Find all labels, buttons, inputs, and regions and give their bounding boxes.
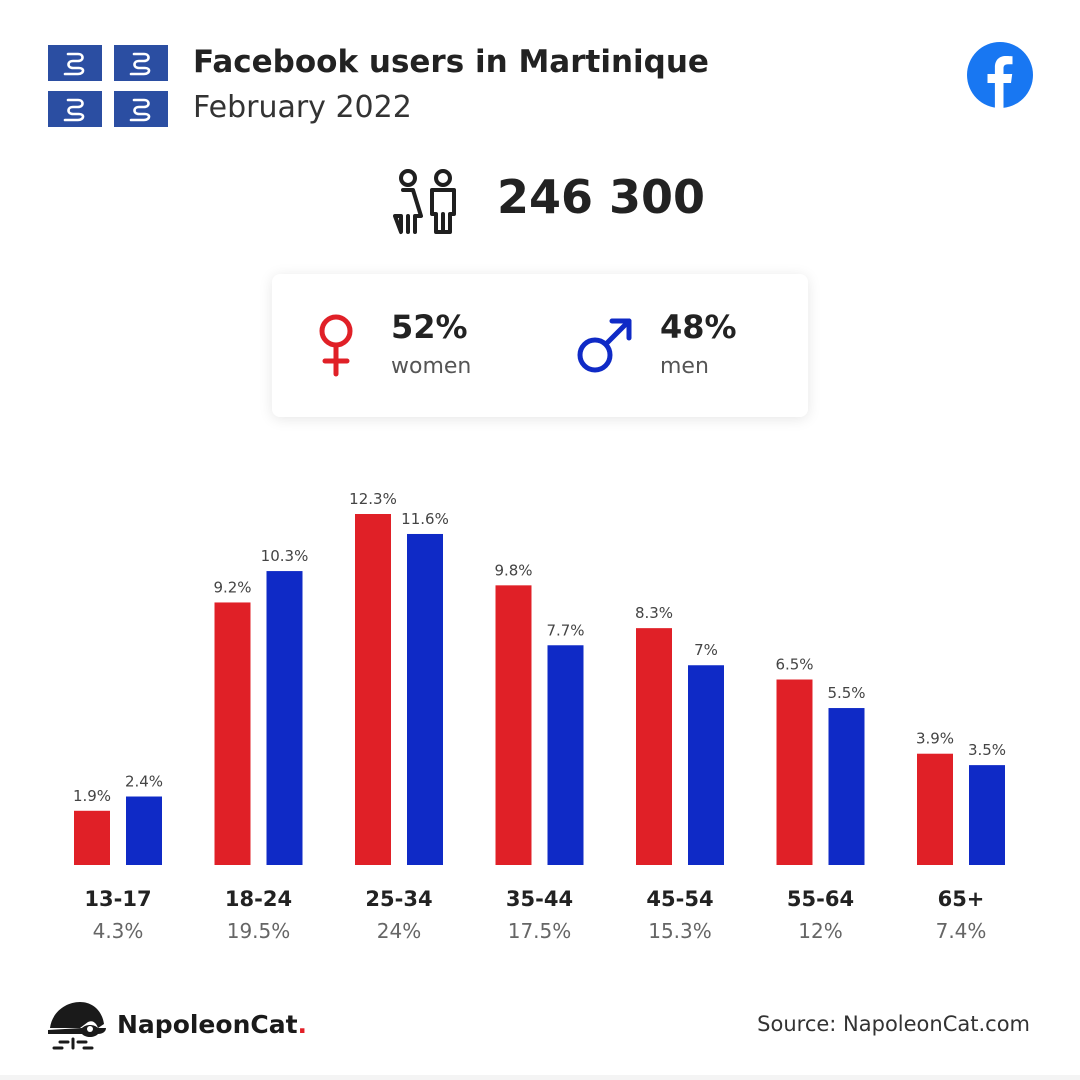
category-total: 17.5% — [508, 919, 572, 943]
data-label: 3.5% — [968, 741, 1006, 759]
bar-45-54-series-2 — [688, 665, 724, 865]
category-total: 15.3% — [648, 919, 712, 943]
bar-18-24-series-2 — [266, 571, 303, 865]
category-total: 7.4% — [936, 919, 987, 943]
men-percent: 48% — [660, 308, 737, 346]
bar-25-34-series-1 — [355, 514, 391, 865]
category-label: 35-44 — [506, 887, 573, 911]
bar-45-54-series-1 — [636, 628, 672, 865]
male-icon — [577, 318, 632, 373]
brand-name: NapoleonCat. — [117, 1010, 307, 1039]
men-label: men — [660, 354, 709, 379]
bar-13-17-series-1 — [74, 810, 110, 865]
data-label: 7% — [694, 641, 718, 659]
brand-dot: . — [297, 1010, 308, 1039]
gender-card: 52% women 48% men — [272, 274, 808, 417]
martinique-flag-icon — [48, 45, 168, 127]
brand-text: NapoleonCat — [117, 1010, 298, 1039]
source-text: Source: NapoleonCat.com — [757, 1012, 1030, 1036]
female-icon — [319, 314, 353, 377]
women-percent: 52% — [391, 308, 468, 346]
category-label: 25-34 — [365, 887, 432, 911]
data-label: 6.5% — [775, 656, 813, 674]
data-label: 10.3% — [261, 547, 309, 565]
data-label: 3.9% — [916, 730, 954, 748]
bar-18-24-series-1 — [214, 602, 251, 865]
data-label: 9.2% — [213, 578, 251, 596]
category-label: 65+ — [938, 887, 985, 911]
category-total: 12% — [798, 919, 842, 943]
data-label: 7.7% — [546, 621, 584, 639]
category-label: 45-54 — [646, 887, 713, 911]
data-label: 1.9% — [73, 787, 111, 805]
bar-65+-series-1 — [917, 753, 953, 865]
data-label: 11.6% — [401, 510, 449, 528]
facebook-icon — [967, 42, 1033, 108]
bar-55-64-series-1 — [776, 679, 813, 865]
bar-13-17-series-2 — [126, 796, 162, 865]
bar-65+-series-2 — [969, 765, 1005, 865]
category-label: 55-64 — [787, 887, 854, 911]
data-label: 8.3% — [635, 604, 673, 622]
bar-55-64-series-2 — [828, 708, 865, 865]
data-label: 5.5% — [827, 684, 865, 702]
age-gender-bar-chart: 1.9% 2.4% 13-17 4.3% 9.2% 10.3% 18-24 19.5% 12.3… — [73, 490, 1006, 943]
page-subtitle: February 2022 — [193, 90, 412, 125]
data-label: 9.8% — [494, 561, 532, 579]
bar-35-44-series-1 — [495, 585, 532, 865]
category-label: 18-24 — [225, 887, 292, 911]
people-icon — [393, 169, 456, 234]
bar-25-34-series-2 — [407, 533, 443, 865]
bar-35-44-series-2 — [547, 645, 584, 865]
page-title: Facebook users in Martinique — [193, 44, 709, 80]
women-label: women — [391, 354, 472, 379]
category-total: 4.3% — [93, 919, 144, 943]
total-users: 246 300 — [497, 170, 706, 224]
category-label: 13-17 — [84, 887, 151, 911]
napoleoncat-logo — [48, 1002, 106, 1050]
category-total: 19.5% — [227, 919, 291, 943]
data-label: 2.4% — [125, 773, 163, 791]
data-label: 12.3% — [349, 490, 397, 508]
category-total: 24% — [377, 919, 421, 943]
